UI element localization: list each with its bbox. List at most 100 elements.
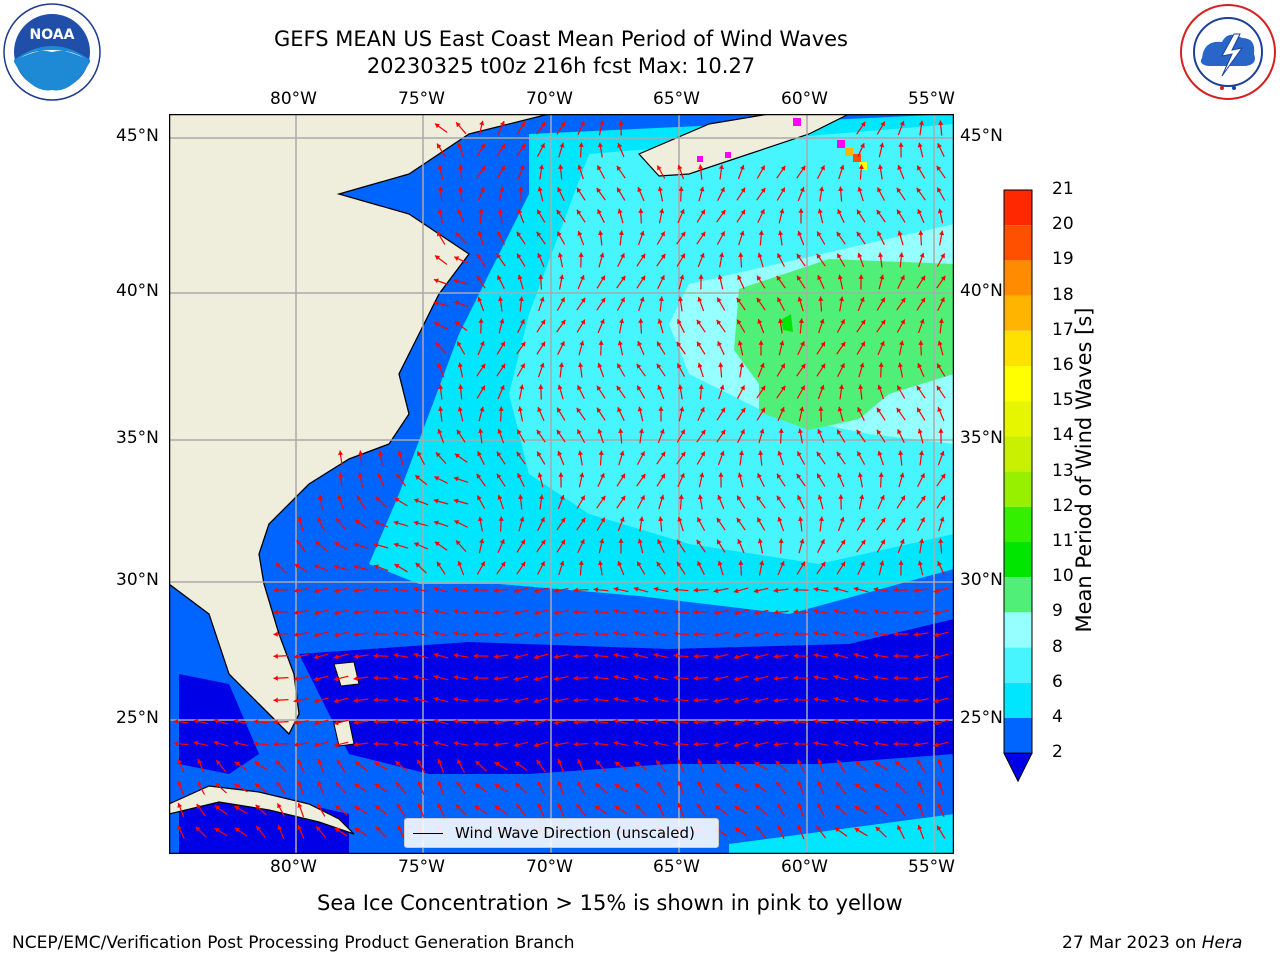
wind-wave-arrowhead (678, 186, 684, 191)
wind-wave-arrowhead (933, 698, 939, 704)
wind-wave-arrowhead (733, 676, 739, 682)
wind-wave-arrowhead (500, 143, 506, 149)
wind-wave-arrowhead (475, 760, 481, 766)
wind-wave-arrowhead (777, 825, 783, 831)
wind-wave-arrowhead (640, 275, 646, 281)
wind-wave-arrowhead (776, 473, 782, 479)
wind-wave-arrowhead (473, 741, 478, 747)
wind-wave-arrowhead (537, 209, 542, 215)
wind-wave-arrowhead (817, 494, 823, 500)
wind-wave-arrowhead (716, 759, 722, 765)
wind-wave-arrowhead (396, 803, 402, 809)
wind-wave-arrowhead (840, 319, 845, 325)
wind-wave-arrowhead (637, 187, 643, 193)
wind-wave-arrowhead (900, 297, 906, 303)
wind-wave-arrowhead (777, 803, 782, 809)
wind-wave-arrowhead (177, 759, 183, 764)
wind-wave-arrowhead (433, 300, 439, 306)
wind-wave-arrowhead (254, 783, 260, 789)
wind-wave-arrowhead (557, 803, 563, 808)
wind-wave-arrowhead (234, 806, 240, 811)
wind-wave-arrowhead (493, 719, 499, 725)
wind-wave-arrowhead (940, 297, 945, 303)
wind-wave-arrowhead (893, 697, 898, 703)
wind-wave-arrowhead (758, 450, 764, 456)
wind-wave-arrowhead (817, 473, 822, 479)
wind-wave-arrowhead (875, 826, 881, 832)
wind-wave-arrowhead (433, 498, 439, 504)
wind-wave-arrowhead (698, 164, 704, 170)
wind-wave-arrowhead (737, 319, 742, 325)
region-10-11s (781, 314, 793, 332)
wind-wave-arrowhead (877, 384, 883, 390)
wind-wave-arrowhead (839, 164, 845, 170)
wind-wave-arrowhead (773, 719, 779, 725)
date-text: 27 Mar 2023 on (1062, 933, 1202, 953)
wind-wave-arrowhead (913, 609, 919, 615)
wind-wave-arrowhead (455, 321, 460, 327)
wind-wave-arrowhead (773, 675, 779, 681)
wind-wave-arrowhead (717, 560, 723, 566)
credit-caption: NCEP/EMC/Verification Post Processing Pr… (12, 933, 575, 953)
wind-wave-arrowhead (433, 674, 439, 680)
wind-wave-arrowhead (659, 429, 665, 434)
wind-wave-arrowhead (793, 587, 798, 593)
wind-wave-arrowhead (437, 231, 442, 237)
wind-wave-arrowhead (918, 120, 924, 126)
wind-wave-arrowhead (899, 472, 905, 478)
wind-wave-arrowhead (813, 630, 819, 636)
colorbar-tick-label: 6 (1052, 671, 1063, 692)
wind-wave-arrowhead (613, 740, 619, 746)
wind-wave-arrowhead (253, 741, 259, 747)
wind-wave-arrowhead (877, 231, 882, 237)
wind-wave-arrowhead (315, 541, 321, 546)
wind-wave-arrowhead (593, 719, 599, 725)
wind-wave-arrowhead (433, 718, 439, 724)
wind-wave-arrowhead (317, 803, 322, 809)
wind-wave-arrowhead (614, 806, 620, 811)
wind-wave-arrowhead (799, 538, 805, 544)
wind-wave-arrowhead (693, 587, 698, 593)
wind-wave-arrowhead (893, 587, 898, 593)
wind-wave-arrowhead (233, 740, 239, 746)
wind-wave-arrowhead (760, 187, 766, 193)
wind-wave-arrowhead (294, 564, 300, 569)
wind-wave-arrowhead (537, 407, 543, 413)
wind-wave-arrowhead (820, 341, 826, 347)
wind-wave-arrowhead (456, 429, 462, 435)
wind-wave-arrowhead (593, 587, 599, 593)
wind-wave-arrowhead (754, 762, 760, 767)
wind-wave-arrowhead (760, 209, 765, 215)
wind-wave-arrowhead (433, 520, 439, 526)
wind-wave-arrowhead (817, 231, 822, 237)
wind-wave-arrowhead (393, 696, 399, 702)
wind-wave-arrowhead (917, 802, 923, 808)
wind-wave-arrowhead (817, 429, 823, 434)
wind-wave-arrowhead (558, 472, 564, 477)
wind-wave-arrowhead (618, 428, 624, 433)
wind-wave-arrowhead (853, 740, 859, 746)
region-under-2s-gulf (179, 674, 259, 774)
wind-wave-arrowhead (756, 826, 761, 832)
wind-wave-arrowhead (536, 429, 542, 435)
wind-wave-arrowhead (920, 297, 926, 303)
wind-wave-arrowhead (937, 143, 942, 149)
wind-wave-arrowhead (799, 187, 805, 192)
wind-wave-arrowhead (638, 208, 644, 213)
wind-wave-arrowhead (837, 406, 843, 412)
wind-wave-arrowhead (816, 253, 822, 259)
wind-wave-arrowhead (233, 718, 239, 724)
colorbar-tick-label: 9 (1052, 601, 1063, 622)
wind-wave-arrowhead (559, 494, 565, 500)
wind-wave-arrowhead (435, 452, 441, 458)
wind-wave-arrowhead (596, 407, 602, 413)
wind-wave-arrowhead (800, 341, 805, 347)
wind-wave-arrowhead (316, 826, 321, 832)
wind-wave-arrowhead (540, 517, 545, 523)
wind-wave-arrowhead (457, 759, 462, 765)
wind-wave-arrowhead (733, 654, 739, 660)
wind-wave-arrowhead (598, 230, 604, 236)
colorbar-segment (1004, 682, 1032, 718)
wind-wave-arrowhead (820, 363, 826, 369)
wind-wave-arrowhead (558, 164, 564, 169)
